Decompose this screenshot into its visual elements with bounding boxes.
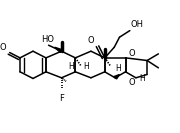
Text: O: O	[88, 36, 94, 45]
Text: H: H	[84, 62, 89, 71]
Text: O: O	[0, 43, 6, 52]
Text: H: H	[115, 64, 121, 73]
Text: H: H	[68, 62, 74, 71]
Polygon shape	[55, 47, 63, 53]
Text: OH: OH	[131, 20, 144, 29]
Text: O: O	[128, 49, 135, 58]
Text: F: F	[59, 94, 64, 103]
Text: H: H	[139, 74, 145, 83]
Text: HO: HO	[41, 35, 54, 44]
Polygon shape	[114, 74, 120, 79]
Text: O: O	[128, 78, 135, 87]
